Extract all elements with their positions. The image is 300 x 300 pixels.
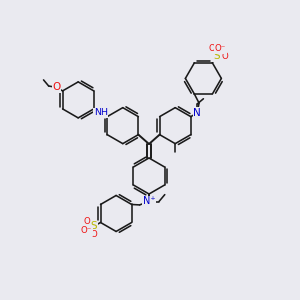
Text: N⁺: N⁺ xyxy=(143,196,155,206)
Text: S: S xyxy=(90,221,97,232)
Text: N: N xyxy=(194,108,201,118)
Text: O: O xyxy=(208,44,215,53)
Text: S: S xyxy=(213,51,220,61)
Text: O: O xyxy=(221,52,228,61)
Text: O⁻: O⁻ xyxy=(215,44,226,53)
Text: O: O xyxy=(83,217,90,226)
Text: NH: NH xyxy=(94,108,108,117)
Text: O: O xyxy=(52,82,61,92)
Text: O: O xyxy=(91,230,98,239)
Text: O⁻: O⁻ xyxy=(81,226,92,235)
